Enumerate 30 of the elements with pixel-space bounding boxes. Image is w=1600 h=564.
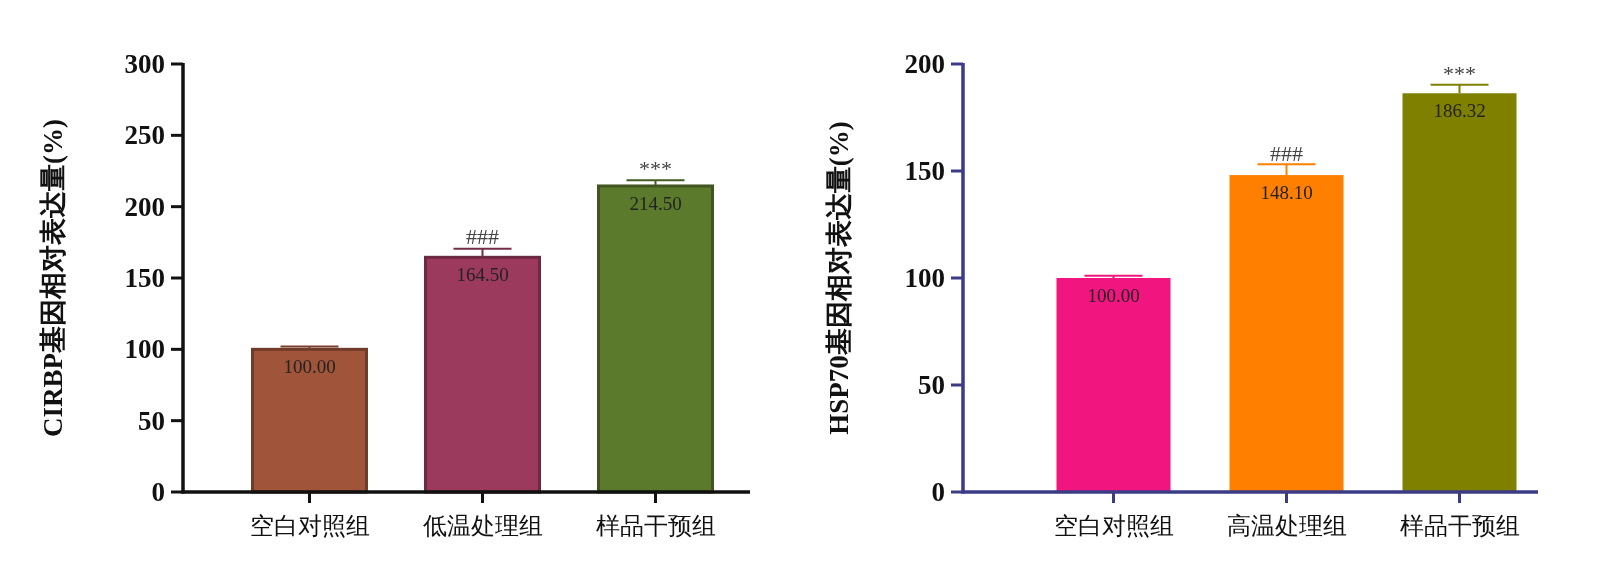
y-tick-label: 0 <box>151 477 165 507</box>
y-tick-label: 150 <box>904 156 945 186</box>
x-tick-label: 样品干预组 <box>1399 513 1520 539</box>
data-label: 100.00 <box>1087 285 1140 306</box>
y-axis-title: CIRBP基因相对表达量(%) <box>38 119 68 437</box>
y-tick-label: 100 <box>124 334 165 365</box>
annotation: ### <box>1270 140 1303 166</box>
annotation: *** <box>639 155 672 181</box>
y-tick-label: 200 <box>124 191 165 222</box>
y-tick-label: 50 <box>138 405 165 436</box>
x-tick-label: 样品干预组 <box>595 513 716 539</box>
y-axis-title: HSP70基因相对表达量(%) <box>824 121 854 435</box>
annotation: *** <box>1443 61 1476 87</box>
data-label: 100.00 <box>283 356 336 378</box>
data-label: 214.50 <box>629 192 682 214</box>
y-tick-label: 200 <box>904 49 945 79</box>
y-tick-label: 50 <box>918 370 945 400</box>
x-tick-label: 空白对照组 <box>1053 513 1174 539</box>
y-tick-label: 150 <box>124 263 165 293</box>
y-tick-label: 0 <box>931 477 945 507</box>
x-tick-label: 低温处理组 <box>422 513 543 539</box>
data-label: 186.32 <box>1433 100 1486 122</box>
data-label: 164.50 <box>456 264 509 286</box>
y-tick-label: 300 <box>124 49 165 79</box>
y-tick-label: 100 <box>904 263 945 293</box>
x-tick-label: 空白对照组 <box>249 513 370 539</box>
annotation: ### <box>466 224 499 250</box>
x-tick-label: 高温处理组 <box>1226 513 1347 539</box>
data-label: 148.10 <box>1260 182 1313 204</box>
y-tick-label: 250 <box>124 120 165 151</box>
